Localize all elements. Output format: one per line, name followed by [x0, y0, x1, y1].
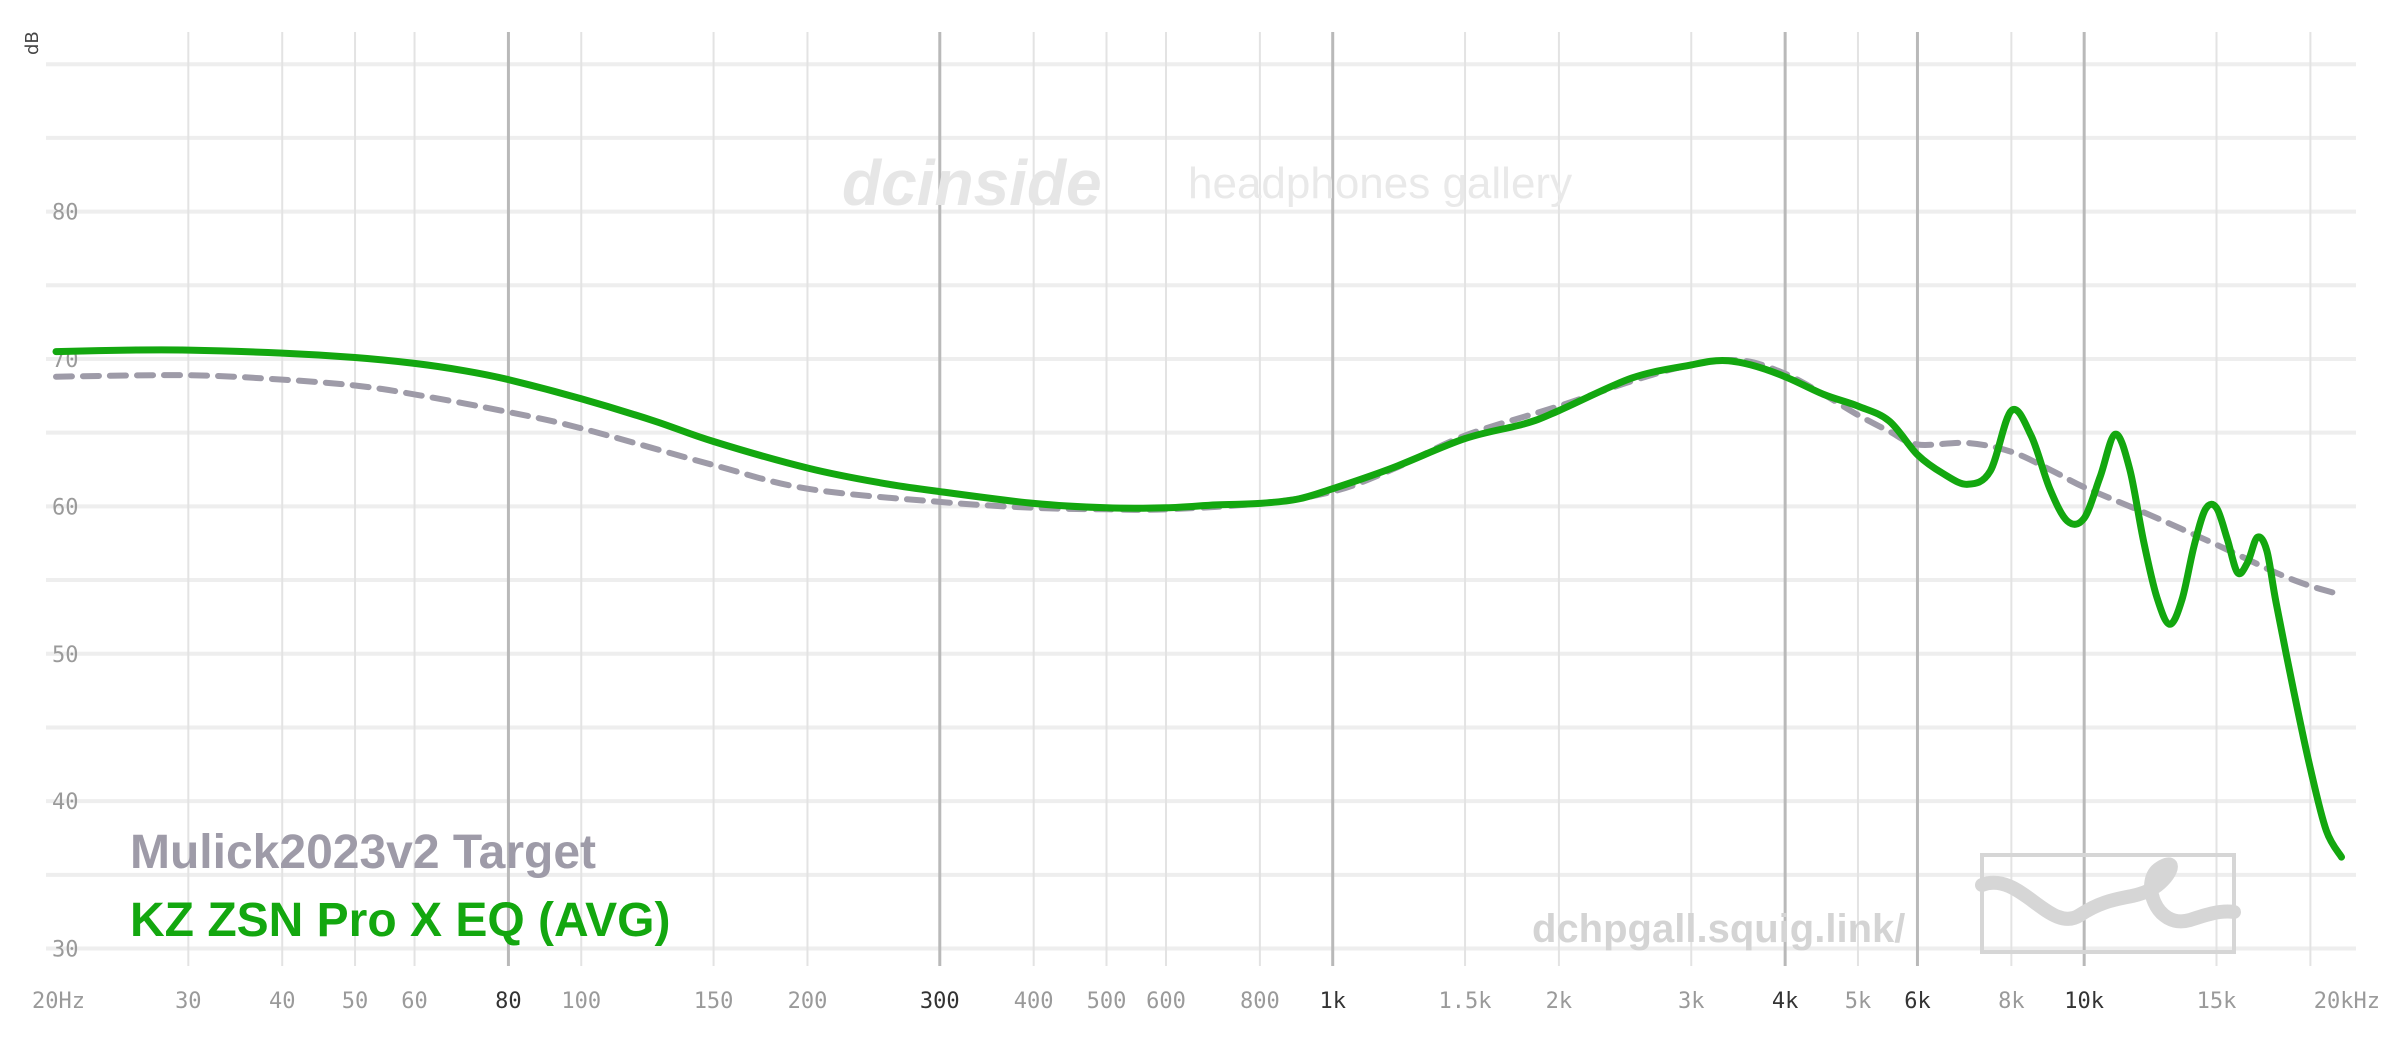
- x-tick-label: 80: [495, 989, 522, 1014]
- x-tick-label: 200: [788, 989, 828, 1014]
- x-tick-label: 5k: [1845, 989, 1872, 1014]
- x-tick-label: 3k: [1678, 989, 1705, 1014]
- x-tick-label: 6k: [1904, 989, 1931, 1014]
- y-tick-label: 50: [52, 643, 79, 668]
- series-lines: [52, 346, 2345, 861]
- watermark-url: dchpgall.squig.link/: [1532, 907, 1905, 951]
- y-tick-label: 60: [52, 495, 79, 520]
- watermark-subtitle: headphones gallery: [1188, 159, 1572, 208]
- x-tick-label: 300: [920, 989, 960, 1014]
- x-tick-label: 60: [401, 989, 428, 1014]
- x-tick-label: 40: [269, 989, 296, 1014]
- grid: [46, 32, 2356, 966]
- watermark: dcinside headphones gallery dchpgall.squ…: [842, 147, 2241, 954]
- x-axis-ticks: 20Hz 30 40 50 60 80 100 150 200 300 400 500 600 800 1k…: [32, 989, 2380, 1014]
- squiglink-logo-icon: [1975, 853, 2241, 954]
- y-tick-label: 40: [52, 790, 79, 815]
- legend: Mulick2023v2 Target KZ ZSN Pro X EQ (AVG…: [130, 826, 670, 947]
- x-tick-label: 2k: [1546, 989, 1573, 1014]
- y-tick-label: 30: [52, 938, 79, 963]
- x-tick-label: 800: [1240, 989, 1280, 1014]
- series-line-measurement: [52, 346, 2345, 861]
- x-tick-label: 50: [342, 989, 369, 1014]
- x-tick-label: 4k: [1772, 989, 1799, 1014]
- x-tick-label: 100: [561, 989, 601, 1014]
- series-line-target: [53, 357, 2345, 598]
- x-tick-label: 10k: [2064, 989, 2104, 1014]
- watermark-brand: dcinside: [842, 147, 1102, 219]
- x-tick-label: 1k: [1319, 989, 1346, 1014]
- x-tick-label: 20Hz: [32, 989, 85, 1014]
- x-tick-label: 400: [1014, 989, 1054, 1014]
- x-tick-label: 8k: [1998, 989, 2025, 1014]
- legend-entry-measurement: KZ ZSN Pro X EQ (AVG): [130, 894, 670, 947]
- x-tick-label: 500: [1087, 989, 1127, 1014]
- x-tick-label: 30: [175, 989, 202, 1014]
- x-tick-label: 600: [1146, 989, 1186, 1014]
- x-tick-label: 20kHz: [2314, 989, 2380, 1014]
- x-tick-label: 150: [694, 989, 734, 1014]
- legend-entry-target: Mulick2023v2 Target: [130, 826, 596, 879]
- x-tick-label: 1.5k: [1439, 989, 1492, 1014]
- y-axis-unit-label: dB: [22, 31, 43, 55]
- y-tick-label: 80: [52, 201, 79, 226]
- x-tick-label: 15k: [2197, 989, 2237, 1014]
